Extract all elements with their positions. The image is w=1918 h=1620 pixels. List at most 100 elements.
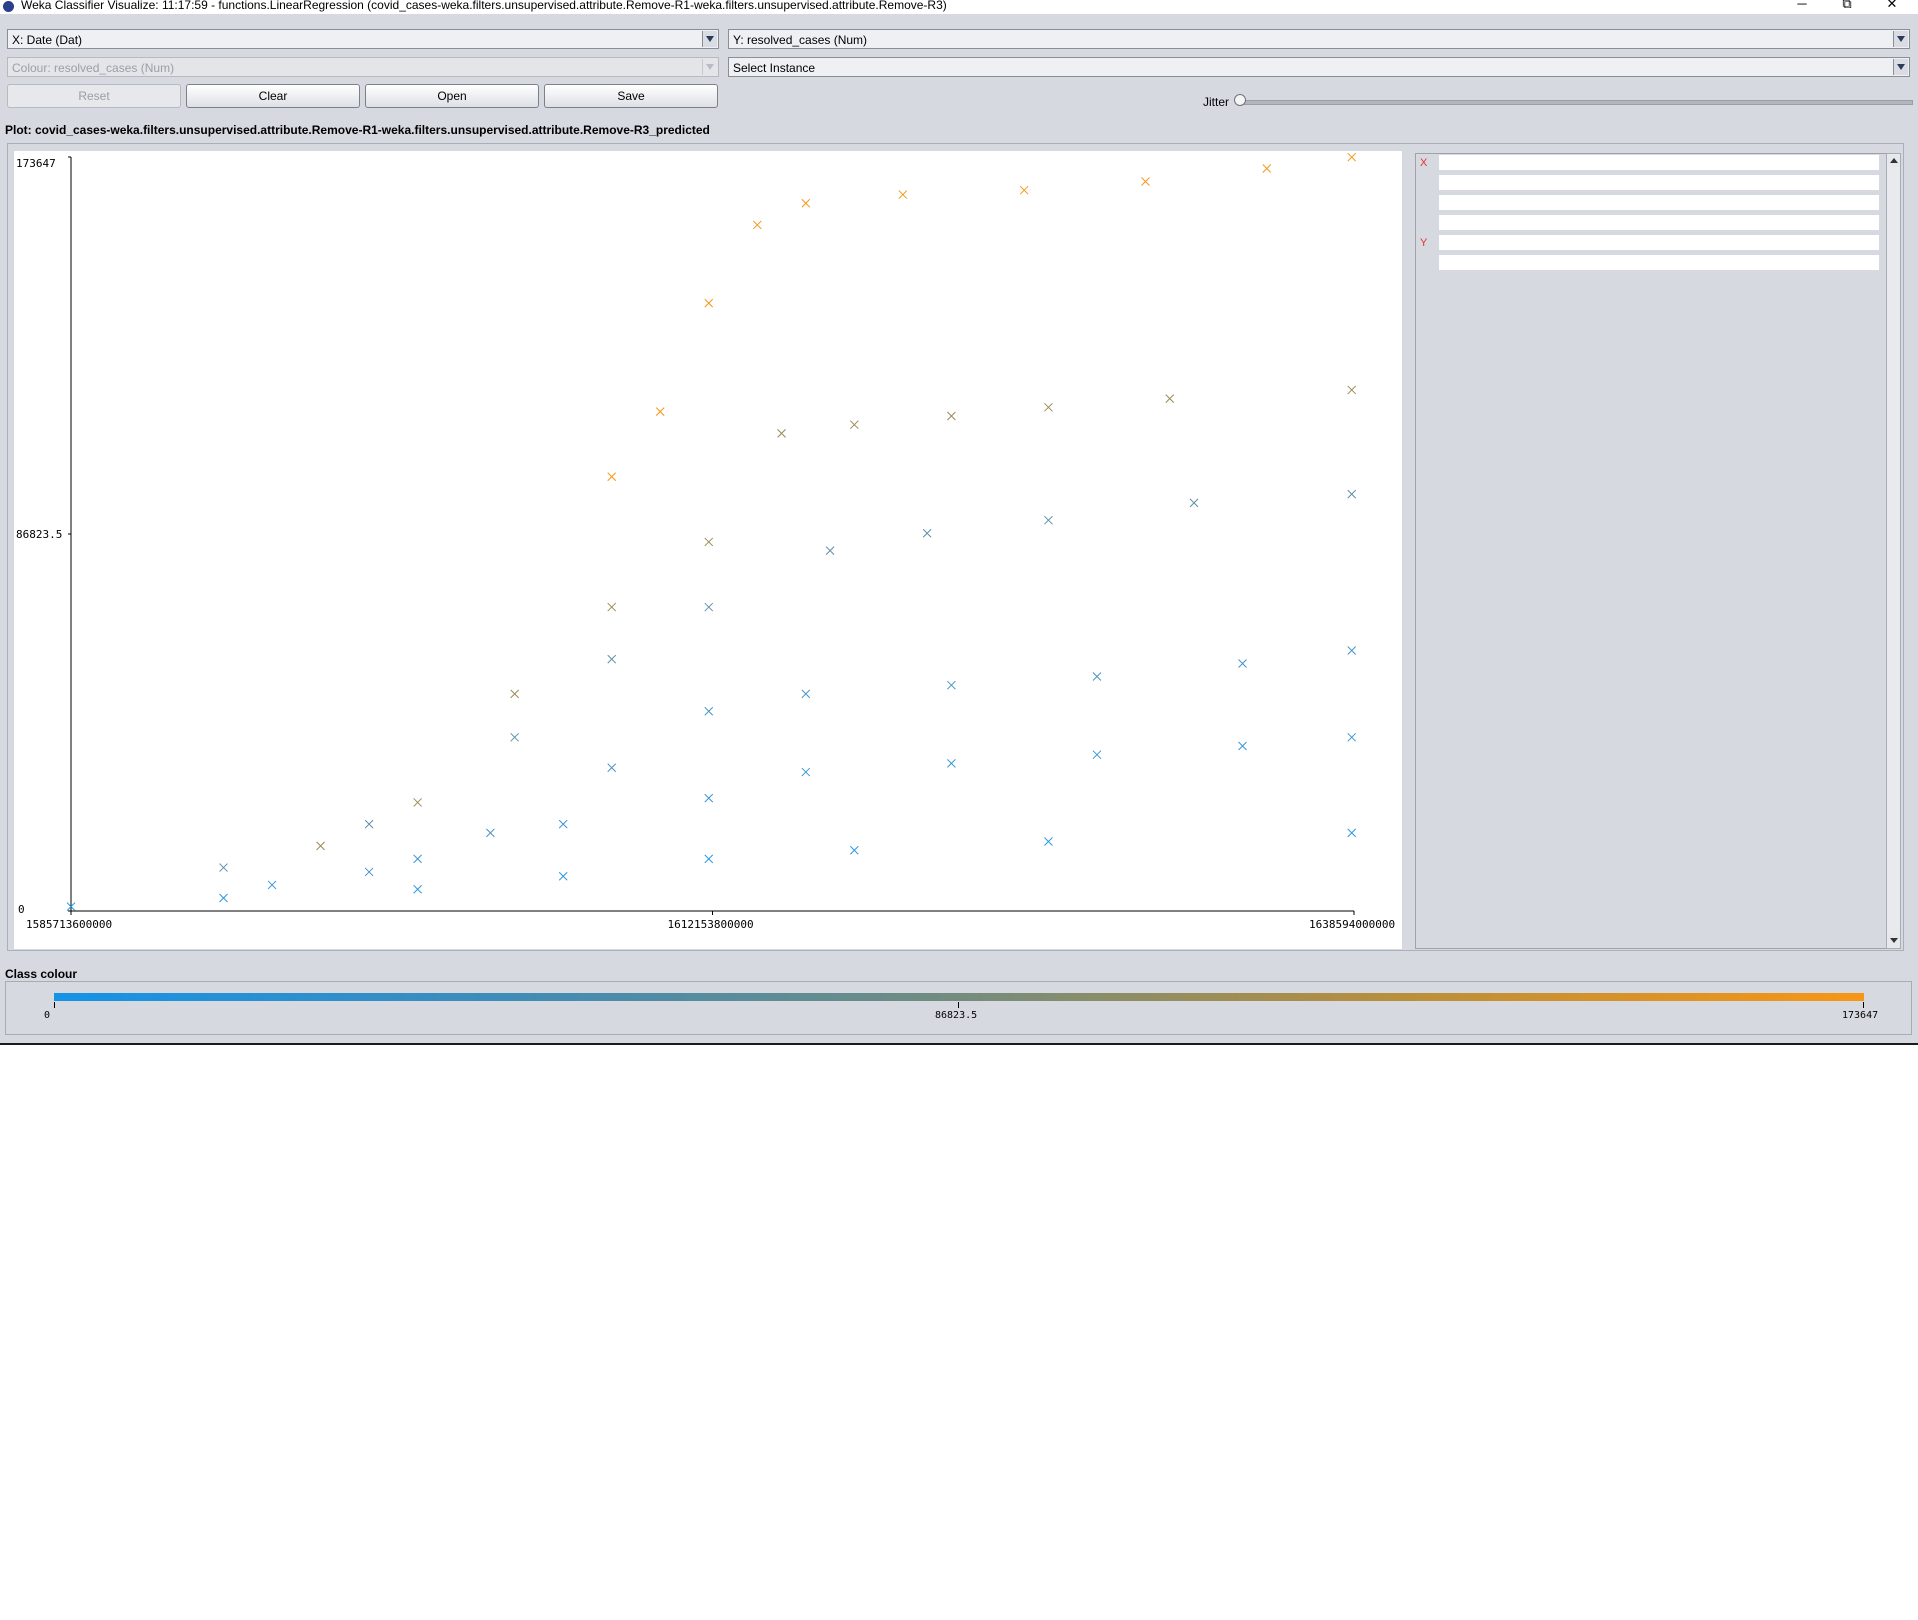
data-point[interactable]: [849, 845, 859, 855]
data-point[interactable]: [777, 429, 786, 438]
data-point[interactable]: [1347, 828, 1357, 838]
close-button[interactable]: ✕: [1886, 0, 1898, 11]
gradient-label-max: 173647: [1842, 1010, 1879, 1021]
data-point[interactable]: [1238, 741, 1247, 751]
data-point[interactable]: [704, 793, 714, 803]
attribute-strip-5[interactable]: [1439, 235, 1879, 250]
data-point[interactable]: [898, 190, 908, 199]
attribute-strip-6[interactable]: [1439, 255, 1879, 270]
data-point[interactable]: [413, 854, 422, 864]
data-point[interactable]: [1141, 177, 1150, 186]
data-point[interactable]: [1347, 732, 1357, 742]
data-point[interactable]: [801, 767, 811, 777]
x-tick-label: 1638594000000: [1309, 918, 1395, 931]
attribute-strip-3[interactable]: [1439, 195, 1879, 210]
x-axis-select[interactable]: X: Date (Dat): [7, 29, 719, 49]
data-point[interactable]: [752, 220, 762, 230]
data-point[interactable]: [486, 828, 495, 838]
attribute-strip-2[interactable]: [1439, 175, 1879, 190]
scroll-down-icon[interactable]: [1888, 935, 1899, 947]
gradient-tick: [54, 1002, 55, 1008]
maximize-button[interactable]: ⧉: [1842, 0, 1852, 11]
data-point[interactable]: [1044, 402, 1053, 412]
data-point[interactable]: [558, 819, 568, 829]
chevron-down-icon: [702, 59, 717, 75]
data-point[interactable]: [922, 528, 932, 538]
data-point[interactable]: [825, 546, 835, 555]
data-point[interactable]: [704, 854, 714, 864]
data-point[interactable]: [704, 706, 714, 716]
data-point[interactable]: [1044, 837, 1053, 846]
data-point[interactable]: [947, 411, 956, 421]
data-point[interactable]: [364, 819, 374, 829]
data-point[interactable]: [849, 420, 859, 430]
data-point[interactable]: [1347, 489, 1357, 499]
jitter-slider-track[interactable]: [1237, 100, 1913, 105]
open-button[interactable]: Open: [365, 84, 539, 108]
data-point[interactable]: [510, 732, 520, 742]
data-point[interactable]: [219, 863, 228, 872]
attribute-strip-4[interactable]: [1439, 215, 1879, 230]
x-axis-value: X: Date (Dat): [12, 33, 83, 47]
gradient-tick: [958, 1002, 959, 1008]
data-point[interactable]: [704, 537, 714, 547]
jitter-label: Jitter: [1203, 95, 1230, 109]
data-point[interactable]: [607, 472, 617, 482]
data-point[interactable]: [413, 884, 422, 894]
data-point[interactable]: [655, 407, 665, 417]
colour-value: Colour: resolved_cases (Num): [12, 61, 175, 75]
data-point[interactable]: [1092, 750, 1102, 760]
data-point[interactable]: [316, 841, 325, 851]
data-point[interactable]: [219, 893, 228, 903]
attribute-strip-1[interactable]: [1439, 155, 1879, 170]
title-bar: Weka Classifier Visualize: 11:17:59 - fu…: [0, 0, 1918, 14]
data-point[interactable]: [947, 759, 956, 768]
chevron-down-icon: [1893, 59, 1908, 75]
select-instance-value: Select Instance: [733, 61, 816, 75]
data-point[interactable]: [607, 654, 617, 664]
data-point[interactable]: [267, 880, 277, 890]
plot-title: Plot: covid_cases-weka.filters.unsupervi…: [5, 123, 710, 137]
data-point[interactable]: [413, 798, 422, 807]
gradient-label-mid: 86823.5: [935, 1010, 978, 1021]
data-point[interactable]: [704, 602, 714, 612]
colour-select[interactable]: Colour: resolved_cases (Num): [7, 57, 719, 77]
save-button[interactable]: Save: [544, 84, 718, 108]
y-tick-label: 0: [18, 903, 25, 916]
data-point[interactable]: [607, 763, 617, 773]
jitter-slider-handle[interactable]: [1234, 94, 1246, 106]
class-colour-panel: [5, 981, 1912, 1035]
data-point[interactable]: [1347, 385, 1357, 395]
reset-button[interactable]: Reset: [7, 84, 181, 108]
select-instance-select[interactable]: Select Instance: [728, 57, 1910, 77]
data-point[interactable]: [1165, 394, 1175, 403]
data-point[interactable]: [704, 298, 714, 308]
data-point[interactable]: [607, 602, 617, 612]
data-point[interactable]: [364, 867, 374, 877]
data-point[interactable]: [947, 680, 956, 690]
data-point[interactable]: [1347, 152, 1357, 162]
data-point[interactable]: [1262, 164, 1272, 173]
data-point[interactable]: [558, 871, 568, 881]
clear-button[interactable]: Clear: [186, 84, 360, 108]
data-point[interactable]: [1347, 646, 1357, 655]
data-point[interactable]: [801, 198, 811, 208]
data-point[interactable]: [801, 689, 811, 699]
class-colour-label: Class colour: [5, 967, 78, 981]
attribute-panel-scrollbar[interactable]: [1886, 153, 1901, 949]
data-point[interactable]: [1044, 515, 1053, 525]
minimize-button[interactable]: ─: [1797, 0, 1807, 11]
data-point[interactable]: [1189, 498, 1199, 508]
data-point[interactable]: [66, 902, 76, 912]
data-point[interactable]: [510, 689, 520, 699]
scatter-plot-area[interactable]: 173647 86823.5 0 1585713600000 1612153800000…: [14, 151, 1402, 949]
data-point[interactable]: [1019, 185, 1029, 195]
y-attribute-marker: Y: [1420, 237, 1428, 249]
data-point[interactable]: [1092, 672, 1102, 681]
y-axis-select[interactable]: Y: resolved_cases (Num): [728, 29, 1910, 49]
x-attribute-marker: X: [1420, 157, 1428, 169]
scroll-up-icon[interactable]: [1888, 155, 1899, 167]
data-point[interactable]: [1238, 659, 1247, 668]
x-tick-label: 1612153800000: [668, 918, 754, 931]
